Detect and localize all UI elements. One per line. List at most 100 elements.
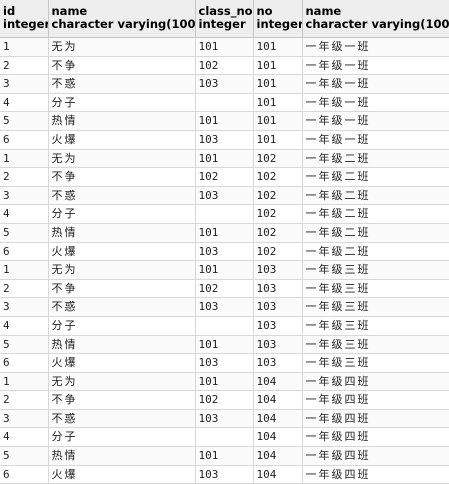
- cell-name[interactable]: 不争: [48, 56, 196, 76]
- cell-class-name[interactable]: 一年级三班: [302, 297, 449, 317]
- cell-class-no[interactable]: 101: [195, 335, 254, 355]
- table-row[interactable]: 3 不惑 103 104 一年级四班: [0, 409, 449, 429]
- cell-no[interactable]: 103: [253, 279, 303, 299]
- cell-class-name[interactable]: 一年级一班: [302, 56, 449, 76]
- table-row[interactable]: 1 无为 101 101 一年级一班: [0, 37, 449, 57]
- cell-class-no[interactable]: 102: [195, 56, 254, 76]
- table-row[interactable]: 6 火爆 103 103 一年级三班: [0, 353, 449, 373]
- table-row[interactable]: 6 火爆 103 104 一年级四班: [0, 465, 449, 484]
- cell-name[interactable]: 无为: [48, 149, 196, 169]
- cell-name[interactable]: 无为: [48, 37, 196, 57]
- cell-no[interactable]: 103: [253, 316, 303, 336]
- cell-no[interactable]: 102: [253, 204, 303, 224]
- column-header-name[interactable]: name character varying(100): [48, 0, 196, 38]
- cell-class-name[interactable]: 一年级三班: [302, 335, 449, 355]
- cell-id[interactable]: 5: [0, 223, 49, 243]
- cell-id[interactable]: 2: [0, 167, 49, 187]
- cell-name[interactable]: 火爆: [48, 242, 196, 262]
- cell-no[interactable]: 104: [253, 465, 303, 484]
- cell-class-no[interactable]: 101: [195, 37, 254, 57]
- cell-id[interactable]: 1: [0, 260, 49, 280]
- cell-name[interactable]: 热情: [48, 335, 196, 355]
- cell-class-name[interactable]: 一年级二班: [302, 186, 449, 206]
- cell-id[interactable]: 6: [0, 242, 49, 262]
- cell-class-name[interactable]: 一年级三班: [302, 260, 449, 280]
- cell-id[interactable]: 4: [0, 93, 49, 113]
- cell-class-no[interactable]: 103: [195, 130, 254, 150]
- table-row[interactable]: 3 不惑 103 103 一年级三班: [0, 297, 449, 317]
- cell-name[interactable]: 不争: [48, 390, 196, 410]
- cell-no[interactable]: 102: [253, 167, 303, 187]
- cell-class-name[interactable]: 一年级一班: [302, 74, 449, 94]
- table-row[interactable]: 6 火爆 103 101 一年级一班: [0, 130, 449, 150]
- cell-no[interactable]: 101: [253, 37, 303, 57]
- cell-name[interactable]: 分子: [48, 316, 196, 336]
- cell-no[interactable]: 102: [253, 223, 303, 243]
- cell-name[interactable]: 不惑: [48, 409, 196, 429]
- cell-no[interactable]: 102: [253, 242, 303, 262]
- table-row[interactable]: 3 不惑 103 101 一年级一班: [0, 74, 449, 94]
- table-row[interactable]: 4 分子 103 一年级三班: [0, 316, 449, 336]
- cell-no[interactable]: 104: [253, 390, 303, 410]
- cell-class-no[interactable]: 103: [195, 465, 254, 484]
- cell-name[interactable]: 分子: [48, 427, 196, 448]
- cell-class-name[interactable]: 一年级四班: [302, 390, 449, 410]
- cell-class-no[interactable]: [195, 93, 254, 113]
- cell-class-name[interactable]: 一年级二班: [302, 204, 449, 224]
- cell-name[interactable]: 热情: [48, 223, 196, 243]
- cell-name[interactable]: 火爆: [48, 465, 196, 484]
- cell-no[interactable]: 101: [253, 111, 303, 131]
- cell-class-no[interactable]: 102: [195, 279, 254, 299]
- table-row[interactable]: 2 不争 102 104 一年级四班: [0, 390, 449, 410]
- cell-id[interactable]: 4: [0, 316, 49, 336]
- table-row[interactable]: 2 不争 102 101 一年级一班: [0, 56, 449, 76]
- cell-class-no[interactable]: 102: [195, 390, 254, 410]
- cell-class-no[interactable]: [195, 316, 254, 336]
- cell-class-name[interactable]: 一年级三班: [302, 353, 449, 373]
- cell-class-no[interactable]: 103: [195, 409, 254, 429]
- cell-name[interactable]: 不惑: [48, 74, 196, 94]
- cell-class-no[interactable]: 101: [195, 446, 254, 466]
- cell-no[interactable]: 104: [253, 409, 303, 429]
- cell-no[interactable]: 101: [253, 74, 303, 94]
- cell-class-no[interactable]: [195, 427, 254, 448]
- cell-name[interactable]: 热情: [48, 446, 196, 466]
- cell-class-name[interactable]: 一年级三班: [302, 316, 449, 336]
- cell-id[interactable]: 4: [0, 427, 49, 448]
- cell-id[interactable]: 5: [0, 111, 49, 131]
- cell-no[interactable]: 103: [253, 335, 303, 355]
- cell-id[interactable]: 1: [0, 372, 49, 392]
- table-row[interactable]: 4 分子 104 一年级四班: [0, 427, 449, 448]
- cell-id[interactable]: 2: [0, 390, 49, 410]
- table-row[interactable]: 3 不惑 103 102 一年级二班: [0, 186, 449, 206]
- cell-class-no[interactable]: 101: [195, 260, 254, 280]
- table-row[interactable]: 5 热情 101 102 一年级二班: [0, 223, 449, 243]
- table-row[interactable]: 1 无为 101 102 一年级二班: [0, 149, 449, 169]
- cell-no[interactable]: 104: [253, 372, 303, 392]
- cell-no[interactable]: 103: [253, 353, 303, 373]
- cell-id[interactable]: 5: [0, 446, 49, 466]
- cell-class-no[interactable]: 101: [195, 111, 254, 131]
- cell-class-name[interactable]: 一年级四班: [302, 465, 449, 484]
- cell-class-name[interactable]: 一年级二班: [302, 149, 449, 169]
- cell-class-no[interactable]: 101: [195, 223, 254, 243]
- cell-no[interactable]: 102: [253, 149, 303, 169]
- cell-name[interactable]: 热情: [48, 111, 196, 131]
- cell-no[interactable]: 104: [253, 427, 303, 448]
- cell-name[interactable]: 火爆: [48, 130, 196, 150]
- table-row[interactable]: 1 无为 101 104 一年级四班: [0, 372, 449, 392]
- cell-id[interactable]: 5: [0, 335, 49, 355]
- table-row[interactable]: 5 热情 101 101 一年级一班: [0, 111, 449, 131]
- cell-class-name[interactable]: 一年级四班: [302, 446, 449, 466]
- cell-no[interactable]: 104: [253, 446, 303, 466]
- cell-name[interactable]: 不争: [48, 279, 196, 299]
- cell-id[interactable]: 6: [0, 130, 49, 150]
- cell-name[interactable]: 火爆: [48, 353, 196, 373]
- table-row[interactable]: 2 不争 102 103 一年级三班: [0, 279, 449, 299]
- cell-id[interactable]: 2: [0, 279, 49, 299]
- table-row[interactable]: 5 热情 101 104 一年级四班: [0, 446, 449, 466]
- cell-no[interactable]: 102: [253, 186, 303, 206]
- cell-name[interactable]: 不争: [48, 167, 196, 187]
- cell-id[interactable]: 1: [0, 37, 49, 57]
- cell-id[interactable]: 3: [0, 297, 49, 317]
